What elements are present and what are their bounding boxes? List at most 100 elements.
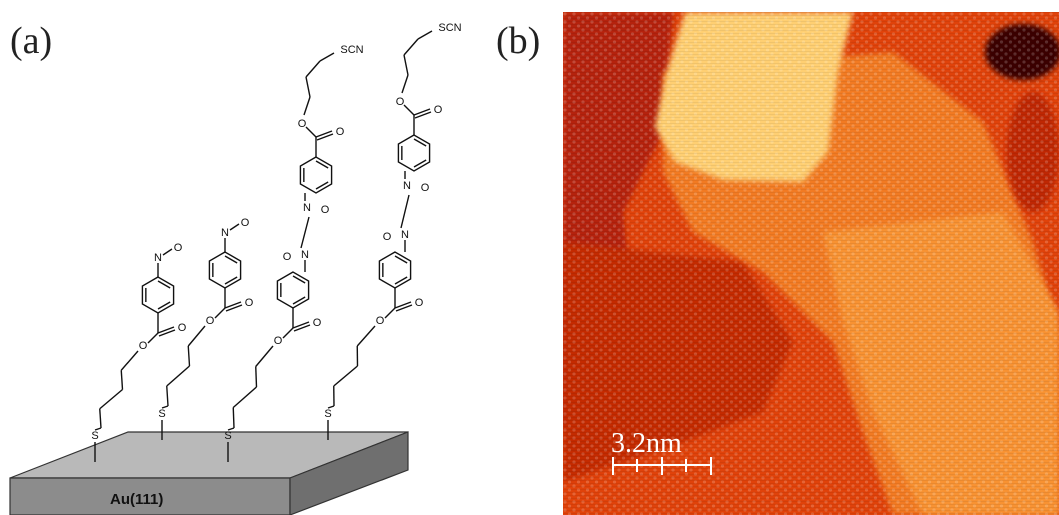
oxygen-atom-3: O: [298, 118, 307, 130]
nitroso-bond: [162, 248, 173, 256]
ring-double-bond: [315, 160, 329, 169]
carbonyl-bond: [225, 304, 243, 312]
azo-bond: [300, 216, 310, 249]
sulfur-atom-3: S: [224, 430, 231, 442]
sulfur-atom-1: S: [91, 430, 98, 442]
carbonyl-bond: [158, 329, 176, 337]
alkyl-bond: [166, 365, 190, 387]
ring-double-bond: [394, 276, 408, 285]
alkyl-bond: [356, 325, 376, 347]
alkyl-bond: [255, 345, 274, 367]
bond: [147, 332, 159, 344]
thiocyanate-group-3: SCN: [340, 44, 363, 56]
gold-substrate: [9, 431, 409, 515]
oxygen-atom-1: O: [178, 322, 187, 334]
benzene-ring: [378, 251, 412, 289]
ring-double-bond: [292, 296, 306, 305]
ring-double-bond: [394, 255, 408, 264]
stm-image: 3.2nm: [563, 12, 1059, 515]
alkyl-bond: [401, 74, 409, 94]
alkyl-bond: [303, 96, 311, 116]
alkyl-bond: [417, 30, 433, 40]
benzene-ring: [276, 271, 310, 309]
oxygen-atom-3: O: [321, 204, 330, 216]
alkyl-bond: [255, 366, 258, 388]
ring-double-bond: [292, 275, 306, 284]
nitrogen-atom-1: N: [154, 252, 162, 264]
carbonyl-bond: [157, 326, 175, 334]
bond: [305, 126, 317, 138]
oxygen-atom-4: O: [421, 182, 430, 194]
nitrogen-atom-3: N: [303, 202, 311, 214]
ring-double-bond: [157, 301, 171, 310]
alkyl-bond: [120, 370, 124, 390]
alkyl-bond: [327, 405, 335, 409]
carbonyl-bond: [315, 130, 333, 138]
alkyl-bond: [305, 76, 311, 98]
benzene-ring: [208, 251, 242, 289]
oxygen-atom-4: O: [434, 104, 443, 116]
panel-a-label: (a): [10, 20, 53, 62]
carbonyl-bond: [292, 321, 310, 329]
carbonyl-bond: [316, 133, 334, 141]
scale-bar-label: 3.2nm: [611, 428, 682, 459]
sulfur-atom-2: S: [158, 408, 165, 420]
carbonyl-bond: [414, 111, 432, 119]
ring-double-bond: [157, 280, 171, 289]
nitrogen-atom-2: N: [221, 227, 229, 239]
nitrogen-atom-3: N: [301, 249, 309, 261]
ring-double-bond: [315, 181, 329, 190]
oxygen-atom-3: O: [283, 251, 292, 263]
carbonyl-bond: [413, 108, 431, 116]
bond: [384, 307, 396, 319]
oxygen-atom-3: O: [313, 317, 322, 329]
alkyl-bond: [166, 385, 169, 407]
nitroso-bond: [229, 223, 240, 231]
alkyl-bond: [403, 54, 409, 76]
bond: [403, 104, 415, 116]
stm-topography: 3.2nm: [563, 12, 1059, 515]
oxygen-atom-3: O: [274, 335, 283, 347]
oxygen-atom-1: O: [139, 340, 148, 352]
alkyl-bond: [227, 427, 235, 431]
oxygen-atom-2: O: [245, 297, 254, 309]
alkyl-bond: [187, 345, 191, 367]
scale-bar: [612, 457, 712, 475]
benzene-ring: [141, 276, 175, 314]
alkyl-bond: [232, 407, 235, 429]
oxygen-atom-2: O: [206, 315, 215, 327]
azo-bond: [400, 194, 410, 229]
alkyl-bond: [403, 38, 419, 56]
nitrogen-atom-4: N: [401, 229, 409, 241]
oxygen-atom-2: O: [241, 217, 250, 229]
benzene-ring: [397, 134, 431, 172]
thiocyanate-group-4: SCN: [438, 22, 461, 34]
ring-double-bond: [413, 159, 427, 168]
alkyl-bond: [99, 388, 123, 410]
alkyl-bond: [305, 60, 321, 78]
bond: [282, 327, 294, 339]
alkyl-bond: [99, 408, 102, 429]
benzene-ring: [299, 156, 333, 194]
ring-double-bond: [413, 138, 427, 147]
substrate-label: Au(111): [110, 491, 163, 508]
carbonyl-bond: [395, 304, 413, 312]
carbonyl-bond: [394, 301, 412, 309]
nitrogen-atom-4: N: [403, 180, 411, 192]
ring-double-bond: [224, 276, 238, 285]
oxygen-atom-3: O: [336, 126, 345, 138]
carbonyl-bond: [224, 301, 242, 309]
alkyl-bond: [333, 365, 358, 387]
alkyl-bond: [187, 325, 206, 347]
alkyl-bond: [319, 52, 335, 62]
oxygen-atom-4: O: [383, 231, 392, 243]
stm-scanlines: [563, 12, 1059, 515]
bond: [214, 307, 226, 319]
alkyl-bond: [232, 386, 257, 409]
alkyl-bond: [94, 427, 102, 431]
ring-double-bond: [224, 255, 238, 264]
oxygen-atom-4: O: [396, 96, 405, 108]
carbonyl-bond: [293, 324, 311, 332]
